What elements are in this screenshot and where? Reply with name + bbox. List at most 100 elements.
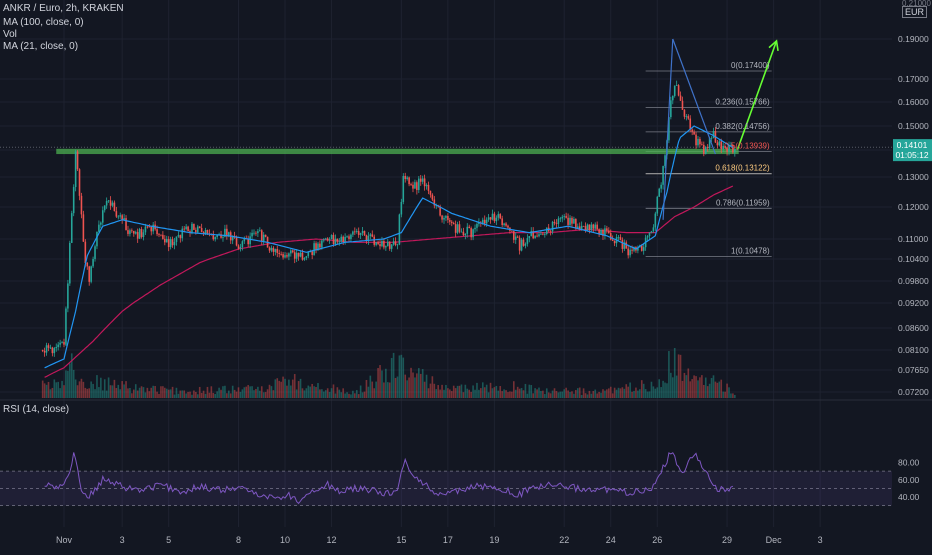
candle-body [470, 228, 472, 238]
candle-body [103, 205, 106, 211]
price-tick-label: 0.11000 [898, 234, 928, 244]
support-zone-group[interactable] [0, 146, 892, 155]
candle-body [107, 200, 110, 202]
candle-body [493, 213, 496, 222]
price-tick-label: 0.19000 [898, 34, 929, 44]
volume-bar [303, 390, 306, 398]
candle-body [530, 231, 533, 237]
volume-bar [524, 383, 527, 398]
candle-body [474, 227, 476, 230]
volume-bar [229, 393, 232, 398]
rsi-tick-label: 60.00 [898, 475, 920, 485]
volume-bar [76, 385, 79, 398]
volume-bar [251, 386, 253, 398]
candle-body [718, 141, 721, 146]
volume-bar [177, 393, 180, 398]
volume-bar [237, 387, 240, 398]
volume-bar [354, 393, 356, 398]
candle-body [121, 215, 123, 220]
candle-body [466, 226, 469, 234]
ma21-group [44, 125, 734, 369]
legend-rsi[interactable]: RSI (14, close) [3, 404, 70, 415]
candle-body [445, 215, 447, 218]
volume-bar [247, 385, 249, 398]
candle-body [386, 241, 389, 247]
candle-body [716, 142, 719, 146]
candle-body [365, 235, 368, 241]
volume-bar [214, 393, 217, 398]
candle-body [450, 221, 453, 223]
volume-bar [113, 379, 116, 398]
volume-bar [41, 380, 44, 398]
candle-body [623, 242, 626, 249]
candle-body [357, 231, 360, 235]
candle-body [526, 238, 529, 244]
volume-bar [412, 372, 414, 398]
volume-bar [499, 386, 502, 398]
candle-body [495, 217, 498, 222]
candle-body [518, 237, 521, 251]
candle-body [712, 131, 715, 138]
candle-body [642, 247, 645, 251]
candle-body [402, 175, 405, 202]
fib-level-label: 0.5(0.13939) [724, 142, 770, 151]
volume-bar [357, 394, 360, 398]
volume-bar [332, 384, 335, 398]
candle-body [580, 225, 583, 229]
volume-bar [210, 386, 213, 398]
volume-bar [193, 390, 195, 398]
candle-body [586, 224, 589, 230]
volume-bar [437, 385, 439, 398]
currency-badge[interactable]: EUR [902, 6, 928, 18]
candle-body [567, 217, 569, 225]
candle-body [673, 85, 676, 96]
legend-symbol[interactable]: ANKR / Euro, 2h, KRAKEN [3, 3, 124, 14]
grid [0, 0, 932, 527]
candle-body [220, 234, 222, 238]
candle-body [689, 118, 692, 130]
candle-body [383, 240, 385, 248]
time-tick-label: 24 [606, 535, 616, 545]
candle-body [472, 229, 474, 238]
candle-body [536, 235, 538, 237]
legend-vol[interactable]: Vol [3, 29, 17, 40]
legend-ma21[interactable]: MA (21, close, 0) [3, 41, 79, 52]
volume-bar [206, 386, 209, 398]
legend-ma100[interactable]: MA (100, close, 0) [3, 17, 84, 28]
candle-body [45, 345, 48, 353]
time-tick-label: 3 [818, 535, 823, 545]
volume-bar [513, 381, 515, 398]
volume-bar [575, 389, 577, 398]
candle-body [84, 241, 87, 264]
candle-body [303, 257, 306, 260]
volume-bar [565, 387, 567, 398]
volume-bar [580, 394, 583, 398]
volume-bar [495, 385, 498, 398]
candle-body [241, 241, 244, 248]
candle-body [435, 205, 438, 207]
volume-bar [266, 389, 269, 398]
volume-bar [456, 385, 459, 398]
volume-bar [704, 377, 707, 398]
drawings[interactable] [662, 38, 779, 220]
candle-body [565, 216, 567, 218]
volume-bar [185, 393, 187, 398]
price-tag-bg [893, 139, 932, 162]
candle-body [117, 216, 120, 218]
volume-bar [481, 382, 484, 398]
time-axis[interactable]: Nov 3 5 8 10 12 15 17 19 22 24 26 29 Dec 3 [0, 530, 932, 550]
candle-body [734, 149, 736, 153]
volume-bar [204, 393, 207, 398]
candle-body [452, 222, 455, 225]
candle-body [485, 219, 488, 224]
candle-body [150, 226, 153, 232]
candle-body [138, 229, 141, 239]
candle-body [348, 236, 350, 239]
volume-bar [148, 391, 151, 398]
price-axis[interactable]: 0.190000.170000.160000.150000.140000.130… [898, 34, 929, 397]
volume-bar [466, 388, 469, 398]
candles [41, 80, 736, 357]
candle-body [670, 100, 672, 118]
